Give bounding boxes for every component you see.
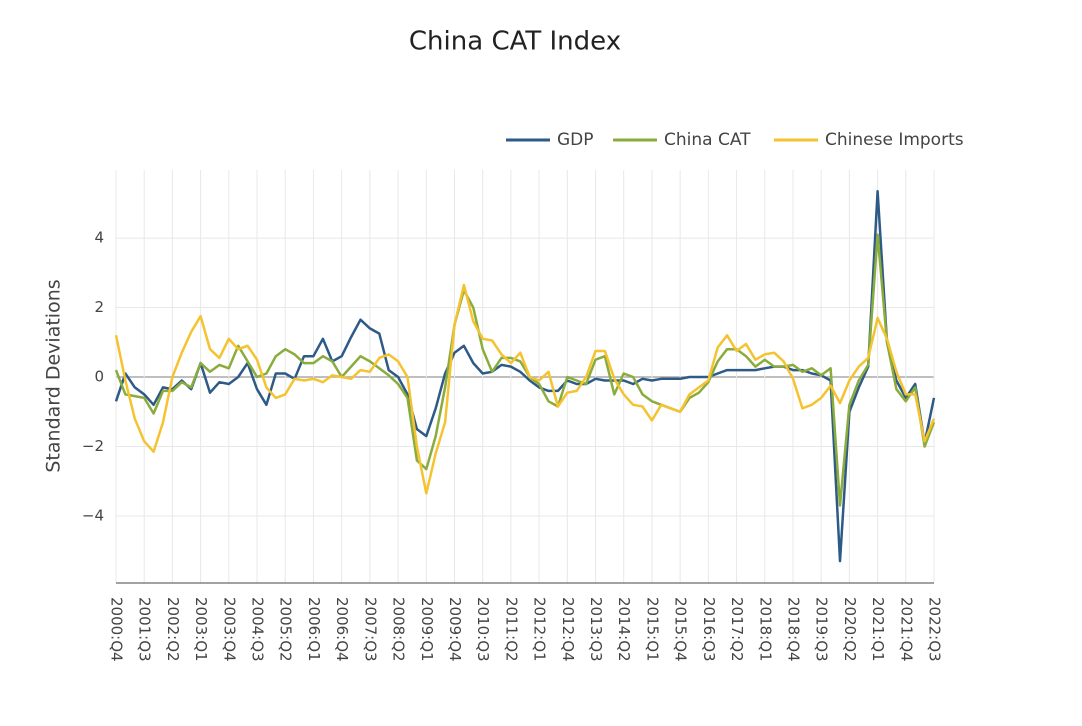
x-tick-label: 2018:Q1 — [756, 597, 774, 662]
x-tick-label: 2017:Q2 — [728, 597, 746, 662]
legend-label: Chinese Imports — [825, 130, 964, 150]
y-tick-label: 2 — [94, 298, 104, 316]
x-tick-label: 2022:Q3 — [926, 597, 944, 662]
x-tick-label: 2007:Q3 — [361, 597, 379, 662]
x-tick-label: 2013:Q3 — [587, 597, 605, 662]
x-tick-label: 2005:Q2 — [277, 597, 295, 662]
series-line — [114, 233, 936, 507]
x-tick-label: 2010:Q3 — [474, 597, 492, 662]
x-tick-label: 2003:Q1 — [192, 597, 210, 662]
series-line — [114, 189, 936, 563]
x-tick-label: 2009:Q1 — [418, 597, 436, 662]
x-tick-label: 2021:Q1 — [869, 597, 887, 662]
x-tick-label: 2001:Q3 — [136, 597, 154, 662]
x-tick-label: 2012:Q4 — [559, 597, 577, 662]
x-tick-label: 2006:Q1 — [305, 597, 323, 662]
x-tick-label: 2002:Q2 — [164, 597, 182, 662]
y-axis-label: Standard Deviations — [43, 279, 65, 472]
y-tick-label: 4 — [94, 229, 104, 247]
x-tick-label: 2009:Q4 — [446, 597, 464, 662]
x-tick-label: 2011:Q2 — [502, 597, 520, 662]
x-tick-label: 2014:Q2 — [615, 597, 633, 662]
x-tick-label: 2012:Q1 — [531, 597, 549, 662]
x-tick-label: 2008:Q2 — [390, 597, 408, 662]
x-tick-label: 2003:Q4 — [220, 597, 238, 662]
series-line — [114, 283, 936, 495]
x-tick-label: 2016:Q3 — [700, 597, 718, 662]
x-tick-label: 2021:Q4 — [897, 597, 915, 662]
x-tick-label: 2020:Q2 — [841, 597, 859, 662]
x-tick-label: 2018:Q4 — [784, 597, 802, 662]
legend-label: GDP — [557, 130, 594, 150]
x-tick-label: 2006:Q4 — [333, 597, 351, 662]
chart-title: China CAT Index — [409, 27, 621, 57]
x-tick-label: 2019:Q3 — [813, 597, 831, 662]
y-tick-label: 0 — [94, 368, 104, 386]
x-tick-label: 2004:Q3 — [249, 597, 267, 662]
legend-label: China CAT — [664, 130, 751, 150]
x-tick-label: 2000:Q4 — [108, 597, 126, 662]
x-tick-label: 2015:Q4 — [672, 597, 690, 662]
y-tick-label: −2 — [82, 437, 104, 455]
y-tick-label: −4 — [82, 506, 104, 524]
x-tick-label: 2015:Q1 — [643, 597, 661, 662]
